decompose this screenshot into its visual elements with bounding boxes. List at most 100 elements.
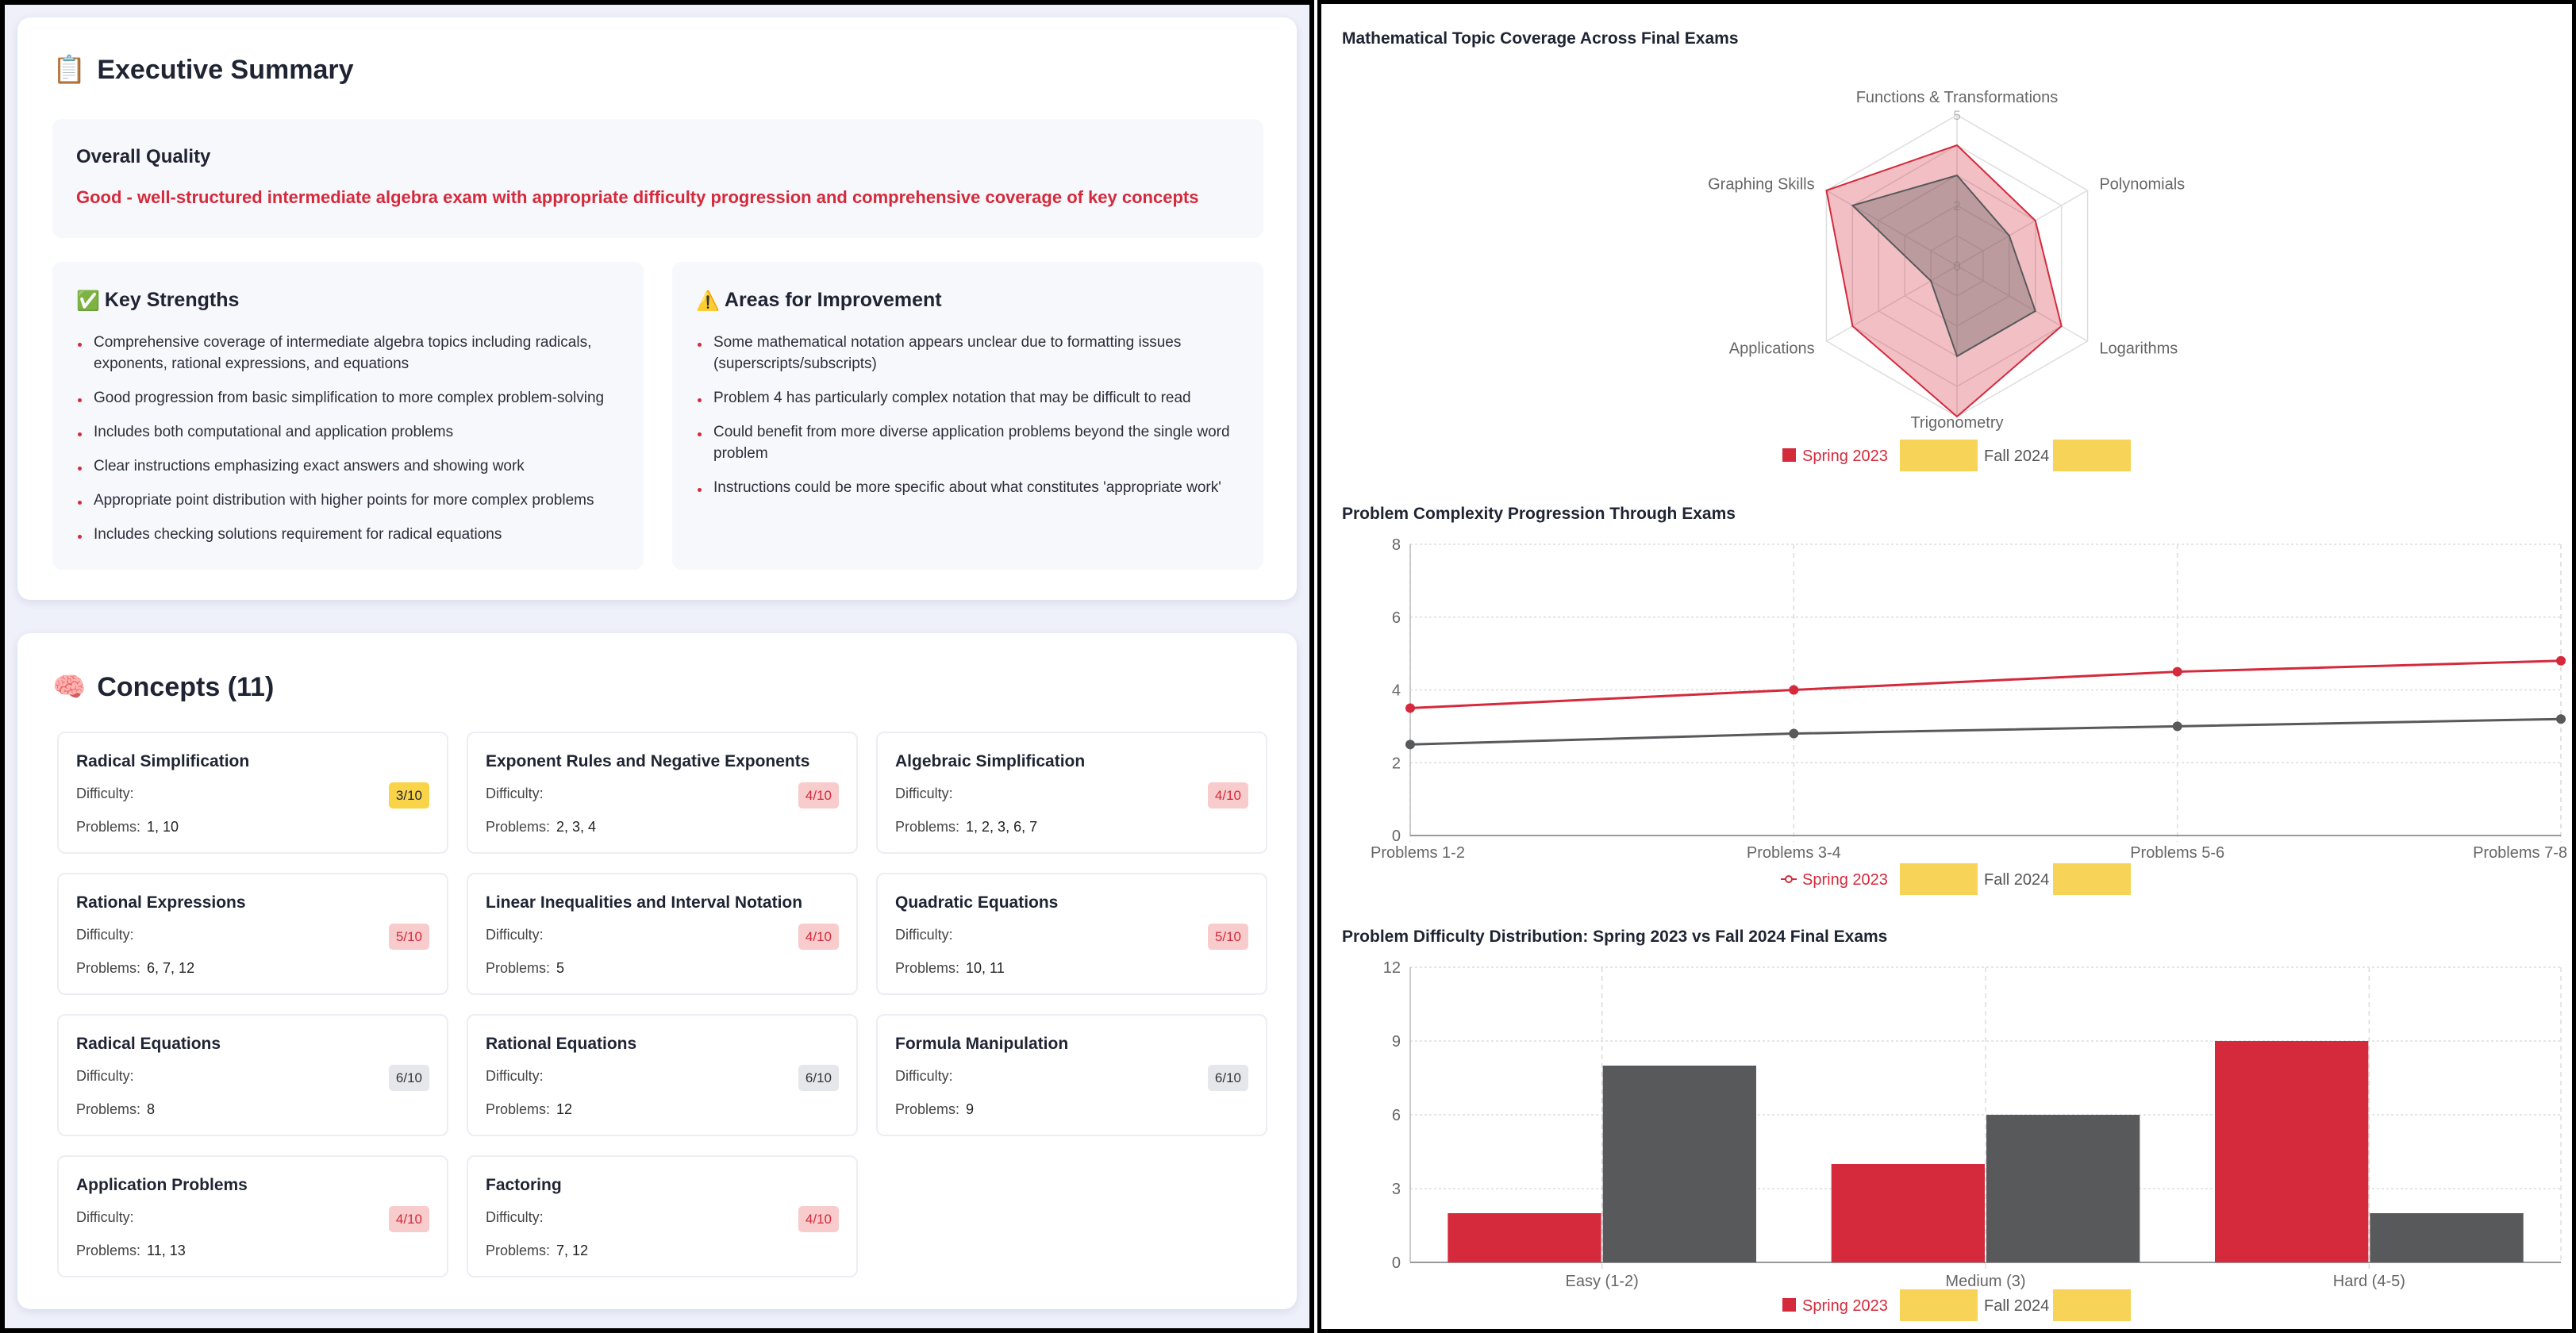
concept-card[interactable]: Formula Manipulation Difficulty: 6/10 Pr… xyxy=(876,1014,1267,1136)
problems-value: 6, 7, 12 xyxy=(147,960,195,976)
bullet-item: Good progression from basic simplificati… xyxy=(76,387,620,409)
concept-card[interactable]: Exponent Rules and Negative Exponents Di… xyxy=(467,732,858,854)
overall-quality-label: Overall Quality xyxy=(76,146,211,167)
redaction-box xyxy=(1900,1289,1978,1321)
concept-card[interactable]: Radical Simplification Difficulty: 3/10 … xyxy=(57,732,448,854)
problems-label: Problems: xyxy=(895,960,960,976)
bar-fall[interactable] xyxy=(2370,1213,2524,1262)
difficulty-label: Difficulty: xyxy=(76,786,134,801)
bar-spring[interactable] xyxy=(2215,1041,2369,1262)
legend-label-spring[interactable]: Spring 2023 xyxy=(1802,871,1888,889)
clipboard-icon: 📋 xyxy=(52,54,87,86)
difficulty-label: Difficulty: xyxy=(486,927,544,943)
concept-card[interactable]: Rational Equations Difficulty: 6/10 Prob… xyxy=(467,1014,858,1136)
problems-label: Problems: xyxy=(76,819,141,835)
legend-marker-spring-point xyxy=(1785,875,1793,883)
radar-tick-label: 0 xyxy=(1953,259,1960,274)
concept-card[interactable]: Factoring Difficulty: 4/10 Problems: 7, 1… xyxy=(467,1155,858,1277)
concept-name: Quadratic Equations xyxy=(895,893,1059,912)
x-tick-label: Easy (1-2) xyxy=(1566,1273,1639,1290)
line-series-fall xyxy=(1409,717,2562,746)
key-strengths-list: Comprehensive coverage of intermediate a… xyxy=(76,332,620,558)
bar-chart-title: Problem Difficulty Distribution: Spring … xyxy=(1342,928,1887,946)
concept-card[interactable]: Rational Expressions Difficulty: 5/10 Pr… xyxy=(57,873,448,995)
legend-label-fall[interactable]: Fall 2024 xyxy=(1984,1297,2049,1315)
radar-category-label: Functions & Transformations xyxy=(1856,89,2059,106)
data-point-fall[interactable] xyxy=(2556,714,2566,724)
problems-row: Problems: 1, 10 xyxy=(76,819,179,836)
difficulty-label: Difficulty: xyxy=(895,1068,953,1084)
concept-card[interactable]: Algebraic Simplification Difficulty: 4/1… xyxy=(876,732,1267,854)
y-tick-label: 12 xyxy=(1383,959,1401,977)
problems-value: 12 xyxy=(556,1101,573,1117)
y-tick-label: 0 xyxy=(1392,828,1401,845)
areas-for-improvement-list: Some mathematical notation appears uncle… xyxy=(696,332,1240,511)
problems-value: 1, 2, 3, 6, 7 xyxy=(966,819,1038,835)
legend-label-fall[interactable]: Fall 2024 xyxy=(1984,448,2049,465)
bullet-item: Appropriate point distribution with high… xyxy=(76,490,620,511)
difficulty-badge: 4/10 xyxy=(798,924,839,950)
problems-label: Problems: xyxy=(895,1101,960,1117)
difficulty-label: Difficulty: xyxy=(76,1209,134,1225)
data-point-spring[interactable] xyxy=(2556,655,2566,666)
radar-series-spring xyxy=(1825,144,2063,418)
data-point-fall[interactable] xyxy=(2172,721,2182,732)
bullet-item: Clear instructions emphasizing exact ans… xyxy=(76,455,620,477)
areas-for-improvement-box: ⚠️ Areas for Improvement Some mathematic… xyxy=(672,262,1263,570)
redaction-box xyxy=(1900,863,1978,895)
data-point-spring[interactable] xyxy=(1789,685,1799,695)
data-point-spring[interactable] xyxy=(1405,703,1415,713)
bar-fall[interactable] xyxy=(1986,1115,2140,1262)
difficulty-badge: 5/10 xyxy=(1207,924,1248,950)
concept-name: Exponent Rules and Negative Exponents xyxy=(486,752,810,770)
x-tick-label: Problems 1-2 xyxy=(1371,844,1465,862)
radar-category-label: Graphing Skills xyxy=(1708,175,1815,193)
legend-label-spring[interactable]: Spring 2023 xyxy=(1802,448,1888,465)
legend-label-spring[interactable]: Spring 2023 xyxy=(1802,1297,1888,1315)
y-tick-label: 0 xyxy=(1392,1254,1401,1272)
x-tick-label: Hard (4-5) xyxy=(2333,1273,2405,1290)
concept-card[interactable]: Application Problems Difficulty: 4/10 Pr… xyxy=(57,1155,448,1277)
x-tick-label: Problems 3-4 xyxy=(1747,844,1841,862)
problems-value: 9 xyxy=(966,1101,975,1117)
bar-spring[interactable] xyxy=(1448,1213,1601,1262)
difficulty-badge: 4/10 xyxy=(388,1206,429,1232)
concept-name: Linear Inequalities and Interval Notatio… xyxy=(486,893,803,912)
problems-row: Problems: 8 xyxy=(76,1101,155,1118)
bullet-item: Includes checking solutions requirement … xyxy=(76,524,620,545)
radar-category-label: Polynomials xyxy=(2099,175,2185,193)
radar-tick-label: 2 xyxy=(1953,198,1960,213)
overall-quality-text: Good - well-structured intermediate alge… xyxy=(76,187,1199,207)
check-mark-icon: ✅ xyxy=(76,289,100,312)
radar-chart-title: Mathematical Topic Coverage Across Final… xyxy=(1342,29,1739,48)
chart-legend: Spring 2023 Fall 2024 xyxy=(1782,440,2131,471)
bar-fall[interactable] xyxy=(1602,1066,1756,1262)
legend-label-fall[interactable]: Fall 2024 xyxy=(1984,871,2049,889)
concept-name: Application Problems xyxy=(76,1176,248,1194)
concept-card[interactable]: Linear Inequalities and Interval Notatio… xyxy=(467,873,858,995)
charts-canvas: Mathematical Topic Coverage Across Final… xyxy=(1342,29,2567,1321)
data-point-fall[interactable] xyxy=(1405,739,1415,750)
problems-label: Problems: xyxy=(895,819,960,835)
problems-label: Problems: xyxy=(486,1243,551,1258)
concept-card[interactable]: Quadratic Equations Difficulty: 5/10 Pro… xyxy=(876,873,1267,995)
difficulty-badge: 6/10 xyxy=(1207,1065,1248,1091)
data-point-fall[interactable] xyxy=(1789,728,1799,739)
difficulty-label: Difficulty: xyxy=(76,1068,134,1084)
problems-row: Problems: 10, 11 xyxy=(895,960,1005,977)
key-strengths-box: ✅ Key Strengths Comprehensive coverage o… xyxy=(52,262,644,570)
areas-for-improvement-heading: Areas for Improvement xyxy=(724,289,942,311)
problems-row: Problems: 2, 3, 4 xyxy=(486,819,596,836)
legend-marker-spring xyxy=(1782,448,1796,462)
bar-spring[interactable] xyxy=(1831,1164,1985,1262)
x-tick-label: Problems 5-6 xyxy=(2130,844,2224,862)
difficulty-label: Difficulty: xyxy=(486,786,544,801)
difficulty-label: Difficulty: xyxy=(486,1068,544,1084)
redaction-box xyxy=(1900,440,1978,471)
concepts-card: 🧠 Concepts (11) Radical Simplification D… xyxy=(17,633,1297,1309)
concept-card[interactable]: Radical Equations Difficulty: 6/10 Probl… xyxy=(57,1014,448,1136)
y-tick-label: 6 xyxy=(1392,609,1401,627)
problems-row: Problems: 5 xyxy=(486,960,564,977)
data-point-spring[interactable] xyxy=(2172,666,2182,677)
line-series-spring xyxy=(1409,659,2562,709)
